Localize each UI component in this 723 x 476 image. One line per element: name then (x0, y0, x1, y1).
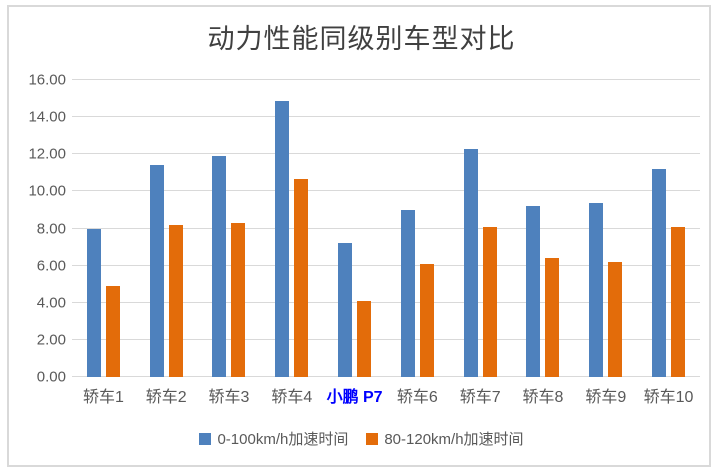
bar-series-1 (338, 243, 353, 377)
x-axis-category-label: 轿车1 (82, 389, 124, 406)
bar-series-1 (212, 156, 227, 377)
bar-group (260, 80, 323, 377)
legend-item: 0-100km/h加速时间 (199, 428, 348, 449)
bar-group (198, 80, 261, 377)
gridline (72, 116, 700, 118)
bar-group (135, 80, 198, 377)
bar-series-2 (168, 224, 183, 377)
legend-swatch-icon (366, 432, 379, 445)
y-axis-tick-label: 16.00 (28, 71, 66, 89)
x-axis-category-label: 轿车10 (643, 389, 694, 406)
bar-series-2 (419, 263, 434, 377)
x-axis-category-label: 轿车9 (585, 389, 627, 406)
gridline (72, 376, 700, 377)
bar-series-2 (357, 300, 372, 377)
gridline (72, 227, 700, 229)
bar-series-1 (589, 202, 604, 377)
bar-series-1 (652, 169, 667, 377)
bar-series-1 (86, 228, 101, 377)
bar-group (512, 80, 575, 377)
bar-series-2 (608, 261, 623, 377)
bar-series-2 (294, 179, 309, 377)
x-axis-category-label: 小鹏 P7 (326, 389, 383, 406)
bar-series-1 (463, 148, 478, 377)
gridline (72, 79, 700, 80)
bar-series-2 (105, 286, 120, 377)
y-axis-tick-label: 4.00 (36, 294, 66, 312)
bar-series-1 (275, 101, 290, 377)
y-axis-tick-label: 8.00 (36, 220, 66, 237)
bars-row (72, 80, 700, 377)
legend-item: 80-120km/h加速时间 (366, 428, 524, 449)
chart-title: 动力性能同级别车型对比 (207, 24, 516, 54)
x-axis-category-label: 轿车2 (145, 389, 187, 406)
y-axis-tick-label: 12.00 (28, 145, 66, 163)
legend-label: 0-100km/h加速时间 (217, 431, 349, 448)
gridline (72, 301, 700, 303)
legend: 0-100km/h加速时间 80-120km/h加速时间 (0, 428, 723, 449)
x-axis-category-label: 轿车7 (459, 389, 501, 406)
gridline (72, 264, 700, 266)
bar-series-2 (545, 258, 560, 377)
bar-series-1 (526, 206, 541, 377)
legend-swatch-icon (199, 432, 212, 445)
bar-series-1 (400, 209, 415, 377)
bar-series-2 (671, 226, 686, 377)
gridline (72, 338, 700, 340)
x-axis-category-label: 轿车6 (396, 389, 438, 406)
legend-label: 80-120km/h加速时间 (384, 431, 524, 448)
bar-series-2 (231, 222, 246, 377)
bar-group (386, 80, 449, 377)
bar-series-2 (482, 226, 497, 377)
bar-group (449, 80, 512, 377)
y-axis-tick-label: 2.00 (36, 331, 66, 349)
gridline (72, 153, 700, 155)
bar-series-1 (149, 165, 164, 377)
x-axis-labels: 轿车1 轿车2 轿车3 轿车4 小鹏 P7 轿车6 轿车7 轿车8 轿车9 轿车10 (72, 383, 700, 407)
y-axis-tick-label: 14.00 (28, 108, 66, 126)
x-axis-category-label: 轿车3 (208, 389, 250, 406)
bar-group (574, 80, 637, 377)
y-axis-tick-label: 10.00 (28, 182, 66, 200)
x-axis-category-label: 轿车8 (522, 389, 564, 406)
x-axis-category-label: 轿车4 (271, 389, 313, 406)
y-axis-tick-label: 6.00 (36, 257, 66, 275)
bar-group (637, 80, 700, 377)
bar-group (323, 80, 386, 377)
plot-area: 0.00 2.00 4.00 6.00 8.00 10.00 12.00 14.00 16.00 (28, 72, 700, 386)
gridline (72, 190, 700, 192)
bar-group (72, 80, 135, 377)
y-axis-tick-label: 0.00 (36, 368, 66, 386)
